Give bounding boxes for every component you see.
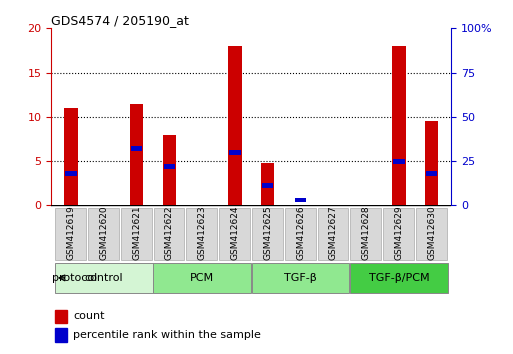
- Bar: [262, 183, 273, 188]
- Bar: [295, 198, 306, 202]
- Text: percentile rank within the sample: percentile rank within the sample: [73, 330, 261, 340]
- Text: GDS4574 / 205190_at: GDS4574 / 205190_at: [51, 14, 189, 27]
- Bar: [164, 164, 175, 169]
- Text: TGF-β: TGF-β: [284, 273, 317, 283]
- Text: GSM412630: GSM412630: [427, 205, 436, 260]
- FancyBboxPatch shape: [186, 207, 218, 260]
- FancyBboxPatch shape: [55, 263, 153, 293]
- Text: GSM412625: GSM412625: [263, 205, 272, 260]
- Text: GSM412620: GSM412620: [100, 205, 108, 260]
- Bar: [392, 46, 405, 205]
- FancyBboxPatch shape: [88, 207, 119, 260]
- FancyBboxPatch shape: [416, 207, 447, 260]
- Text: GSM412623: GSM412623: [198, 205, 207, 260]
- Bar: [425, 121, 438, 205]
- Text: GSM412622: GSM412622: [165, 205, 174, 260]
- FancyBboxPatch shape: [252, 263, 349, 293]
- Bar: [55, 328, 67, 342]
- Bar: [65, 171, 76, 176]
- FancyBboxPatch shape: [252, 207, 283, 260]
- Bar: [229, 150, 241, 155]
- FancyBboxPatch shape: [153, 263, 251, 293]
- Text: protocol: protocol: [52, 273, 97, 283]
- Bar: [261, 163, 274, 205]
- FancyBboxPatch shape: [153, 207, 185, 260]
- Text: control: control: [85, 273, 123, 283]
- FancyBboxPatch shape: [318, 207, 348, 260]
- Bar: [426, 171, 438, 176]
- FancyBboxPatch shape: [285, 207, 315, 260]
- Bar: [65, 108, 77, 205]
- Text: GSM412627: GSM412627: [329, 205, 338, 260]
- FancyBboxPatch shape: [55, 207, 86, 260]
- FancyBboxPatch shape: [383, 207, 414, 260]
- Text: GSM412628: GSM412628: [362, 205, 371, 260]
- Bar: [130, 104, 143, 205]
- Bar: [163, 135, 176, 205]
- FancyBboxPatch shape: [219, 207, 250, 260]
- FancyBboxPatch shape: [350, 207, 381, 260]
- Text: GSM412619: GSM412619: [67, 205, 75, 260]
- Bar: [55, 309, 67, 323]
- Text: GSM412629: GSM412629: [394, 205, 403, 260]
- Bar: [228, 46, 242, 205]
- Text: GSM412626: GSM412626: [296, 205, 305, 260]
- Text: count: count: [73, 311, 105, 321]
- Text: TGF-β/PCM: TGF-β/PCM: [369, 273, 429, 283]
- Text: GSM412621: GSM412621: [132, 205, 141, 260]
- Bar: [393, 159, 405, 164]
- FancyBboxPatch shape: [350, 263, 448, 293]
- FancyBboxPatch shape: [121, 207, 152, 260]
- Bar: [131, 146, 142, 151]
- Text: GSM412624: GSM412624: [230, 205, 240, 260]
- Text: PCM: PCM: [190, 273, 214, 283]
